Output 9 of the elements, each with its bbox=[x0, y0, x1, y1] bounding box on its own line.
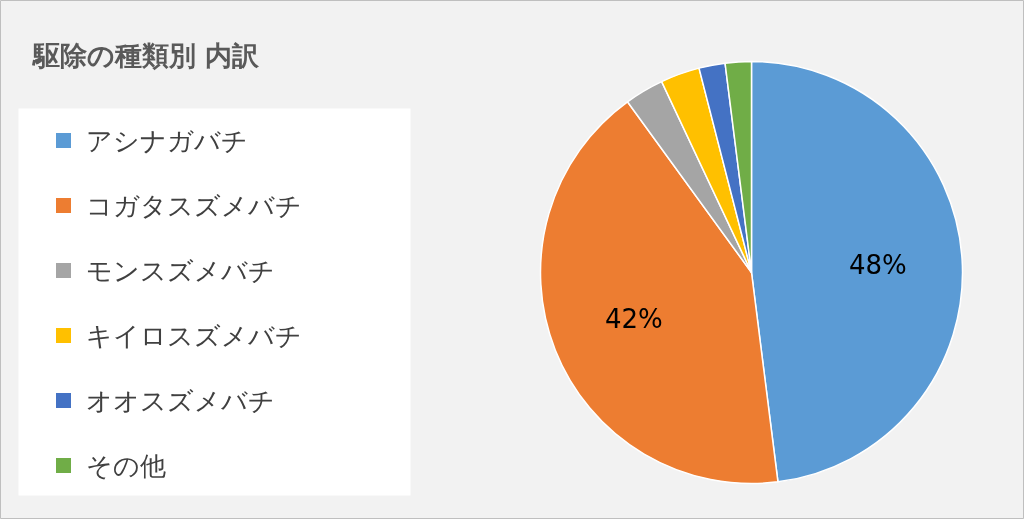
legend-label: キイロスズメバチ bbox=[85, 320, 302, 351]
legend-label: その他 bbox=[85, 450, 166, 481]
legend-label: モンスズメバチ bbox=[85, 255, 275, 286]
legend-label: オオスズメバチ bbox=[85, 385, 275, 416]
legend-label: コガタスズメバチ bbox=[85, 190, 302, 221]
legend-label: アシナガバチ bbox=[85, 125, 248, 156]
data-label: 48% bbox=[848, 249, 907, 280]
data-label: 42% bbox=[604, 304, 663, 335]
chart-title: 駆除の種類別 内訳 bbox=[31, 40, 260, 71]
